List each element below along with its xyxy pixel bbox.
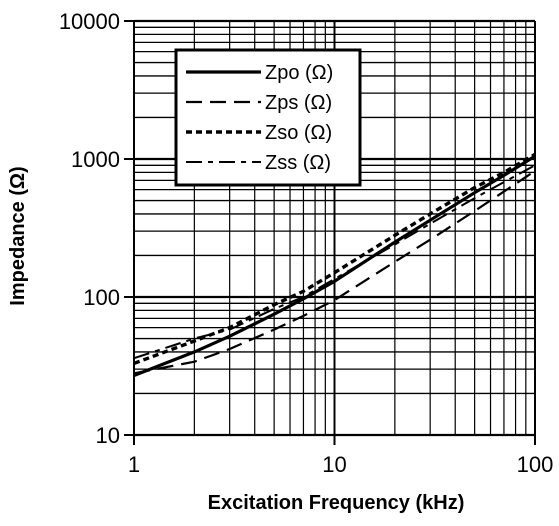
y-tick-label: 1000	[71, 147, 120, 172]
series-line-1	[133, 169, 536, 375]
series-layer	[133, 152, 536, 377]
legend-label-1: Zps (Ω)	[265, 92, 332, 114]
y-tick-label: 10000	[59, 9, 120, 34]
axis-layer: 10 100 1000 10000 1 10 100	[59, 9, 554, 477]
series-line-3	[133, 164, 536, 360]
legend-box	[174, 48, 362, 187]
x-tick-label: 100	[517, 452, 554, 477]
y-tick-label: 100	[83, 285, 120, 310]
legend: Zpo (Ω) Zps (Ω) Zso (Ω) Zss (Ω)	[174, 48, 362, 187]
y-axis-label: Impedance (Ω)	[7, 166, 29, 305]
x-tick-label: 10	[322, 452, 346, 477]
x-tick-label: 1	[128, 452, 140, 477]
series-line-2	[133, 152, 536, 365]
series-line-0	[133, 154, 536, 377]
legend-label-2: Zso (Ω)	[265, 122, 332, 144]
y-tick-label: 10	[96, 423, 120, 448]
legend-label-0: Zpo (Ω)	[265, 62, 333, 84]
legend-label-3: Zss (Ω)	[265, 152, 331, 174]
x-axis-label: Excitation Frequency (kHz)	[208, 492, 465, 514]
